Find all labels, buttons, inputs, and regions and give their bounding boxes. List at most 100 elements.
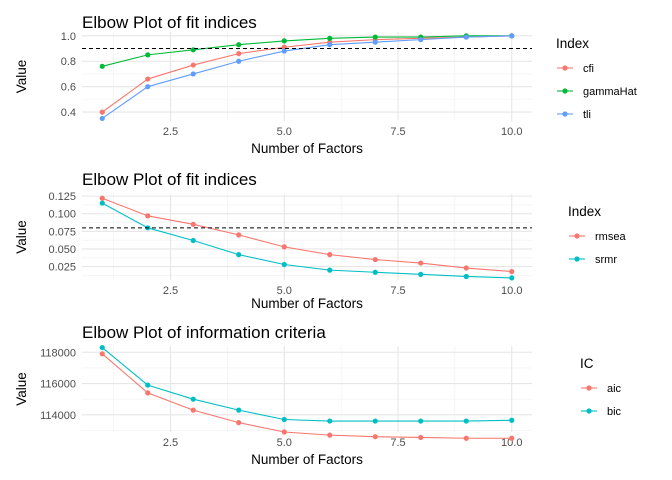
legend: Index cfi gammaHat tli <box>556 36 637 121</box>
data-point-tli <box>327 42 333 48</box>
data-point-rmsea <box>281 244 287 250</box>
x-tick-label: 2.5 <box>163 285 178 297</box>
series-line-cfi <box>101 35 512 113</box>
data-point-cfi <box>145 76 151 82</box>
data-point-aic <box>509 435 515 441</box>
legend-key-point <box>574 256 580 262</box>
series-tli <box>99 33 515 122</box>
series-bic <box>99 344 515 424</box>
x-axis-label: Number of Factors <box>251 452 363 467</box>
data-point-gammaHat <box>281 38 287 44</box>
data-point-srmr <box>509 275 515 281</box>
data-point-tli <box>281 48 287 54</box>
data-point-aic <box>418 434 424 441</box>
x-tick-label: 7.5 <box>390 437 405 449</box>
series-line-aic <box>101 353 512 439</box>
data-point-srmr <box>418 271 424 277</box>
data-point-aic <box>190 407 196 413</box>
chart-panel-information-criteria: Elbow Plot of information criteria 2.5 5.0… <box>14 323 622 467</box>
data-point-aic <box>145 390 151 396</box>
y-tick-label: 114000 <box>40 410 76 422</box>
data-point-bic <box>99 344 105 351</box>
data-point-tli <box>145 84 151 90</box>
series-line-srmr <box>101 202 512 279</box>
chart-title: Elbow Plot of information criteria <box>82 323 326 342</box>
y-tick-label: 116000 <box>40 379 76 391</box>
x-tick-label: 10.0 <box>501 126 522 138</box>
y-tick-label: 118000 <box>40 347 76 359</box>
data-point-srmr <box>372 269 378 275</box>
y-tick-label: 0.8 <box>61 56 76 68</box>
y-tick-label: 0.025 <box>48 262 76 274</box>
y-axis-label: Value <box>14 220 29 254</box>
data-point-srmr <box>190 237 196 244</box>
data-point-srmr <box>327 267 333 273</box>
data-point-bic <box>236 407 242 413</box>
data-point-gammaHat <box>190 47 196 53</box>
data-point-rmsea <box>327 252 333 258</box>
data-point-srmr <box>236 252 242 258</box>
x-axis-label: Number of Factors <box>251 296 363 311</box>
legend-label-bic: bic <box>607 406 622 418</box>
data-point-bic <box>509 417 515 423</box>
data-point-rmsea <box>418 260 424 266</box>
data-point-tli <box>418 37 424 43</box>
data-point-aic <box>99 351 105 357</box>
legend-label-tli: tli <box>583 109 591 121</box>
x-tick-label: 10.0 <box>501 285 522 297</box>
y-axis-label: Value <box>14 372 29 406</box>
legend-label-srmr: srmr <box>595 254 617 266</box>
x-tick-label: 5.0 <box>277 437 292 449</box>
data-point-rmsea <box>145 213 151 219</box>
series-srmr <box>99 200 515 281</box>
x-tick-label: 5.0 <box>277 126 292 138</box>
data-point-tli <box>99 115 105 122</box>
x-tick-label: 10.0 <box>501 437 522 449</box>
legend-key-point <box>586 408 592 414</box>
chart-panel-fit-indices-1: Elbow Plot of fit indices 2.5 5.0 7.5 10.0 0.… <box>14 13 637 156</box>
data-point-bic <box>418 418 424 424</box>
y-axis-label: Value <box>14 60 29 94</box>
legend-title: IC <box>580 356 594 371</box>
data-point-srmr <box>463 273 469 280</box>
data-point-tli <box>372 39 378 45</box>
series-line-bic <box>101 347 512 422</box>
chart-panel-fit-indices-2: Elbow Plot of fit indices 2.5 5.0 7.5 10.0 0.… <box>14 170 626 311</box>
data-point-tli <box>463 34 469 40</box>
y-tick-label: 0.100 <box>48 209 76 221</box>
x-tick-label: 7.5 <box>390 126 405 138</box>
data-point-aic <box>327 432 333 438</box>
data-point-cfi <box>190 62 196 68</box>
x-tick-label: 2.5 <box>163 437 178 449</box>
legend-title: Index <box>568 204 601 219</box>
data-point-rmsea <box>509 268 515 275</box>
data-point-gammaHat <box>99 63 105 69</box>
data-point-bic <box>372 418 378 424</box>
data-point-aic <box>281 429 287 435</box>
data-point-aic <box>372 434 378 440</box>
y-tick-label: 0.050 <box>48 244 76 256</box>
data-point-rmsea <box>99 195 105 201</box>
y-tick-label: 0.4 <box>61 107 76 119</box>
data-point-gammaHat <box>145 52 151 58</box>
legend-key-point <box>586 385 592 391</box>
grid <box>82 194 532 280</box>
series-line-gammaHat <box>102 35 512 67</box>
series-rmsea <box>99 195 515 275</box>
data-point-gammaHat <box>236 42 242 48</box>
series-line-tli <box>101 35 512 119</box>
data-point-rmsea <box>372 256 378 263</box>
legend: IC aic bic <box>580 356 622 418</box>
legend-label-aic: aic <box>607 383 622 395</box>
x-tick-label: 2.5 <box>163 126 178 138</box>
data-point-aic <box>463 435 469 441</box>
data-point-gammaHat <box>327 35 333 41</box>
legend-label-rmsea: rmsea <box>595 231 626 243</box>
series-line-rmsea <box>102 197 512 273</box>
data-point-bic <box>145 382 151 388</box>
legend-label-gammaHat: gammaHat <box>583 86 637 98</box>
legend-title: Index <box>556 36 589 51</box>
data-point-srmr <box>281 261 287 268</box>
data-point-bic <box>281 416 287 423</box>
